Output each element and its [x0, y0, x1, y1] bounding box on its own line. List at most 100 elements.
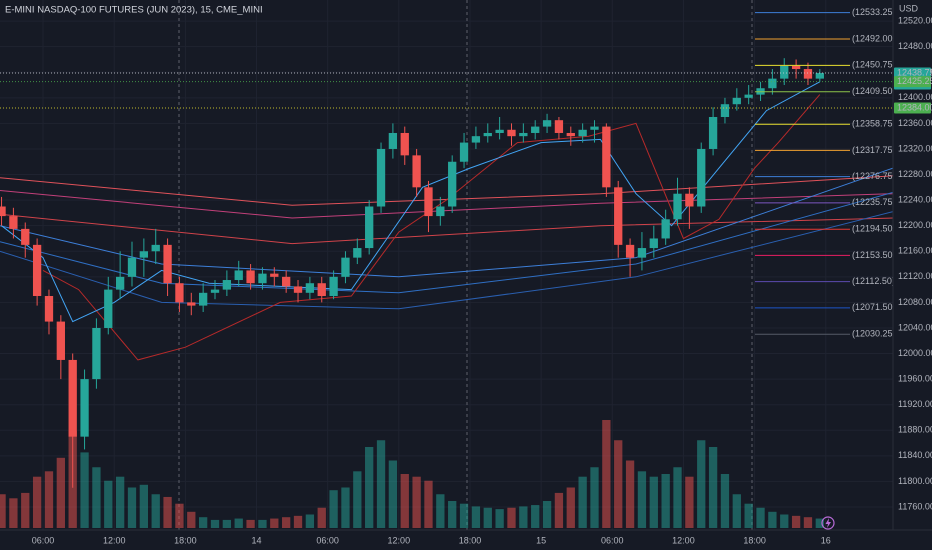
candle-body — [388, 132, 398, 149]
candle-body — [44, 296, 54, 322]
candle-body — [424, 187, 433, 217]
candle-body — [744, 94, 753, 98]
x-tick-label: 18:00 — [174, 535, 197, 545]
indicator-line — [0, 191, 894, 294]
y-tick-label: 12320.00 — [898, 143, 932, 153]
candle-body — [104, 289, 113, 328]
volume-bar — [92, 467, 101, 528]
volume-bar — [282, 517, 291, 528]
alert-icon[interactable] — [821, 516, 835, 530]
volume-bar — [329, 490, 338, 528]
volume-bar — [625, 460, 635, 528]
price-label-box — [894, 102, 931, 114]
volume-bar — [305, 514, 315, 528]
candle-body — [234, 270, 243, 281]
level-label: (12358.75) — [852, 119, 896, 129]
volume-bar — [365, 447, 374, 528]
volume-bar — [187, 511, 196, 528]
volume-bar — [222, 519, 232, 528]
candle-body — [68, 359, 77, 437]
volume-bar — [234, 518, 243, 528]
candle-body — [92, 327, 101, 380]
candle-body — [614, 187, 623, 245]
volume-bar — [685, 476, 694, 528]
volume-bar — [32, 476, 42, 528]
volume — [0, 420, 824, 528]
candle-body — [661, 219, 670, 239]
volume-bar — [388, 460, 398, 528]
candle-body — [803, 69, 813, 79]
volume-bar — [542, 501, 552, 528]
volume-bar — [127, 487, 137, 528]
volume-bar — [768, 511, 777, 528]
volume-bar — [649, 476, 658, 528]
price-label: 12425.25 — [897, 76, 932, 86]
volume-bar — [791, 515, 801, 528]
volume-bar — [0, 494, 6, 528]
volume-bar — [519, 506, 528, 528]
y-tick-label: 12160.00 — [898, 246, 932, 256]
volume-bar — [495, 509, 504, 528]
candle-body — [649, 238, 658, 249]
volume-bar — [56, 457, 65, 528]
volume-bar — [602, 420, 611, 528]
volume-bar — [353, 471, 362, 528]
candle-body — [317, 283, 326, 297]
volume-bar — [151, 494, 160, 528]
candle-body — [780, 65, 789, 79]
candle-body — [376, 148, 386, 207]
indicator-line — [0, 190, 894, 219]
candle-body — [329, 276, 338, 297]
volume-bar — [80, 452, 89, 528]
level-label: (12071.50) — [852, 302, 896, 312]
level-label: (12276.75) — [852, 171, 896, 181]
candle-body — [163, 244, 172, 284]
candle-body — [246, 270, 255, 284]
indicator-line — [0, 167, 894, 278]
y-tick-label: 11920.00 — [898, 399, 932, 409]
level-label: (12153.50) — [852, 250, 896, 260]
volume-bar — [614, 440, 623, 528]
volume-bar — [436, 494, 445, 528]
level-label: (12492.00) — [852, 33, 896, 43]
price-axis-bg — [893, 0, 932, 550]
volume-bar — [697, 440, 706, 528]
volume-bar — [708, 447, 718, 528]
volume-bar — [341, 487, 350, 528]
volume-bar — [566, 487, 575, 528]
y-tick-label: 11840.00 — [898, 450, 932, 460]
volume-bar — [9, 498, 18, 528]
candle-body — [270, 273, 279, 277]
volume-bar — [400, 474, 409, 528]
levels: (12533.25) (12492.00) (12450.75) (12409.50)… — [0, 7, 896, 339]
candle-body — [602, 126, 611, 188]
candle-body — [519, 132, 528, 137]
candle-body — [258, 273, 267, 284]
level-label: (12112.50) — [852, 276, 895, 286]
volume-bar — [258, 519, 267, 528]
volume-bar — [21, 492, 30, 528]
candle-body — [187, 302, 196, 306]
candle-body — [32, 244, 42, 297]
volume-bar — [803, 517, 813, 528]
volume-bar — [376, 440, 386, 528]
candle-body — [293, 286, 303, 293]
level-label: (12409.50) — [852, 86, 896, 96]
volume-bar — [317, 507, 326, 528]
volume-bar — [732, 494, 741, 528]
x-tick-label: 16 — [821, 535, 831, 545]
x-tick-label: 12:00 — [672, 535, 695, 545]
candle-body — [697, 148, 706, 207]
y-tick-label: 12000.00 — [898, 348, 932, 358]
x-tick-label: 12:00 — [388, 535, 411, 545]
y-tick-label: 12360.00 — [898, 118, 932, 128]
level-label: (12533.25) — [852, 7, 896, 17]
volume-bar — [815, 518, 824, 528]
volume-bar — [412, 476, 421, 528]
candle-body — [673, 193, 682, 220]
x-tick-label: 12:00 — [103, 535, 126, 545]
y-tick-label: 12280.00 — [898, 169, 932, 179]
candle-body — [578, 129, 587, 137]
